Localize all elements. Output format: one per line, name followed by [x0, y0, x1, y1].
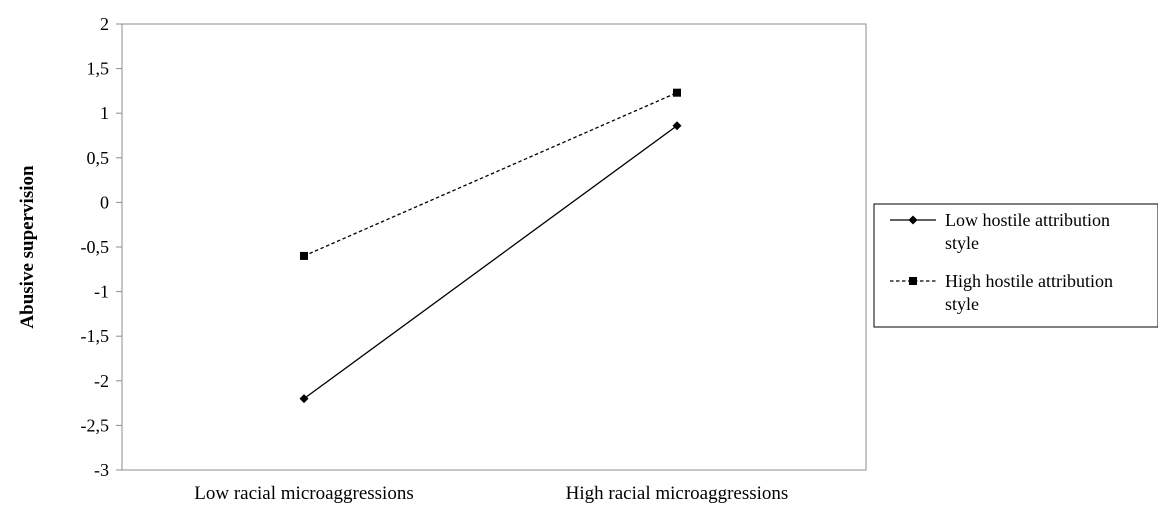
y-tick-label: -1 [94, 282, 109, 302]
legend-label: High hostile attribution [945, 271, 1113, 291]
data-point [673, 88, 681, 97]
legend-item: High hostile attribution style [890, 271, 1113, 314]
data-point [299, 394, 309, 404]
data-point [672, 121, 682, 131]
legend-label: style [945, 233, 979, 253]
legend-marker [908, 215, 918, 225]
legend-box [873, 203, 1158, 328]
series-line [303, 125, 678, 400]
y-axis: 2 1,5 1 0,5 0 -0,5 -1 -1,5 -2 -2,5 -3 [81, 14, 122, 480]
y-tick-label: -1,5 [81, 326, 110, 346]
legend-item: Low hostile attribution style [890, 210, 1110, 253]
y-tick-label: 0 [100, 192, 109, 212]
y-tick-label: -3 [94, 460, 109, 480]
y-axis-label: Abusive supervision [17, 165, 38, 329]
y-tick-label: 1,5 [87, 59, 110, 79]
legend-label: style [945, 294, 979, 314]
legend-marker [909, 277, 917, 285]
plot-area-frame [121, 23, 867, 471]
y-tick-label: -2,5 [81, 415, 110, 435]
series-layer [299, 88, 682, 404]
x-category-label: Low racial microaggressions [194, 483, 413, 504]
y-tick-label: -0,5 [81, 237, 110, 257]
series-low-hostile-attribution [299, 121, 682, 404]
x-category-label: High racial microaggressions [566, 483, 789, 504]
series-high-hostile-attribution [300, 88, 681, 260]
y-tick-label: 1 [100, 103, 109, 123]
y-tick-label: 2 [100, 14, 109, 34]
x-axis: Low racial microaggressions High racial m… [194, 483, 788, 504]
y-tick-label: -2 [94, 371, 109, 391]
series-line [303, 92, 678, 257]
data-point [300, 251, 308, 260]
legend-label: Low hostile attribution [945, 210, 1110, 230]
y-tick-label: 0,5 [87, 148, 110, 168]
